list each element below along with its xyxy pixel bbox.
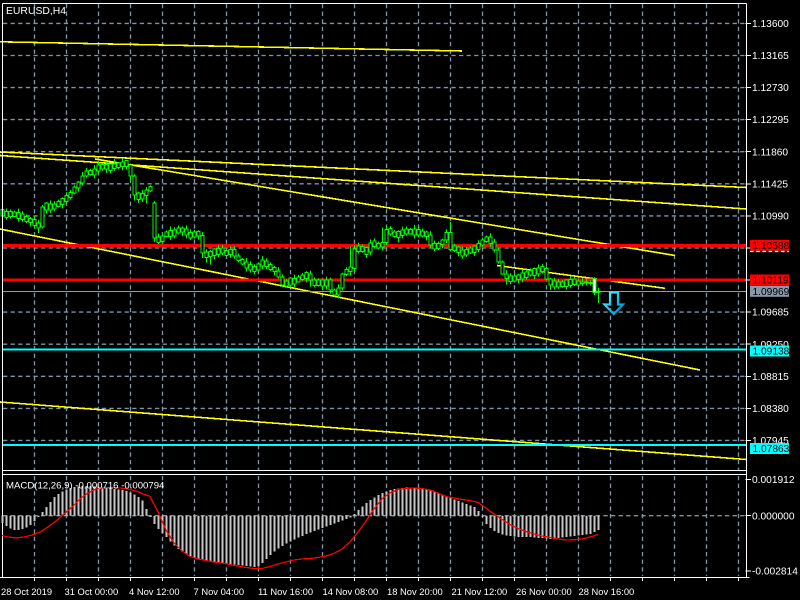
svg-text:1.09138: 1.09138 — [753, 347, 790, 358]
svg-text:1.09685: 1.09685 — [752, 308, 789, 319]
svg-text:18 Nov 20:00: 18 Nov 20:00 — [387, 586, 443, 597]
svg-text:1.10119: 1.10119 — [753, 276, 789, 287]
svg-text:31 Oct 00:00: 31 Oct 00:00 — [65, 586, 119, 597]
svg-text:1.07863: 1.07863 — [753, 444, 790, 455]
svg-text:1.11425: 1.11425 — [752, 179, 788, 190]
svg-text:0.001912: 0.001912 — [752, 475, 795, 486]
svg-text:-0.002814: -0.002814 — [752, 567, 798, 578]
svg-text:0.000000: 0.000000 — [752, 511, 795, 522]
svg-text:26 Nov 00:00: 26 Nov 00:00 — [516, 586, 572, 597]
svg-text:1.08815: 1.08815 — [752, 372, 789, 383]
svg-text:1.12730: 1.12730 — [752, 83, 789, 94]
svg-text:11 Nov 16:00: 11 Nov 16:00 — [258, 586, 313, 597]
svg-text:28 Oct 2019: 28 Oct 2019 — [1, 586, 52, 597]
svg-text:4 Nov 12:00: 4 Nov 12:00 — [129, 586, 180, 597]
svg-text:14 Nov 08:00: 14 Nov 08:00 — [323, 586, 379, 597]
svg-text:1.07945: 1.07945 — [752, 436, 789, 447]
svg-text:1.10990: 1.10990 — [752, 212, 789, 223]
svg-text:1.13600: 1.13600 — [752, 19, 789, 30]
svg-text:1.11860: 1.11860 — [752, 147, 788, 158]
svg-text:1.09250: 1.09250 — [752, 340, 789, 351]
svg-text:21 Nov 12:00: 21 Nov 12:00 — [452, 586, 508, 597]
svg-text:1.08380: 1.08380 — [752, 404, 789, 415]
svg-text:7 Nov 04:00: 7 Nov 04:00 — [194, 586, 245, 597]
svg-text:EURUSD,H4: EURUSD,H4 — [6, 6, 66, 17]
svg-text:1.09969: 1.09969 — [753, 287, 790, 298]
svg-text:28 Nov 16:00: 28 Nov 16:00 — [579, 586, 635, 597]
svg-text:1.10588: 1.10588 — [753, 241, 790, 252]
svg-text:1.12295: 1.12295 — [752, 115, 789, 126]
svg-text:MACD(12,26,9) -0.000716 -0.000: MACD(12,26,9) -0.000716 -0.000794 — [6, 481, 165, 492]
svg-text:1.13165: 1.13165 — [752, 51, 789, 62]
